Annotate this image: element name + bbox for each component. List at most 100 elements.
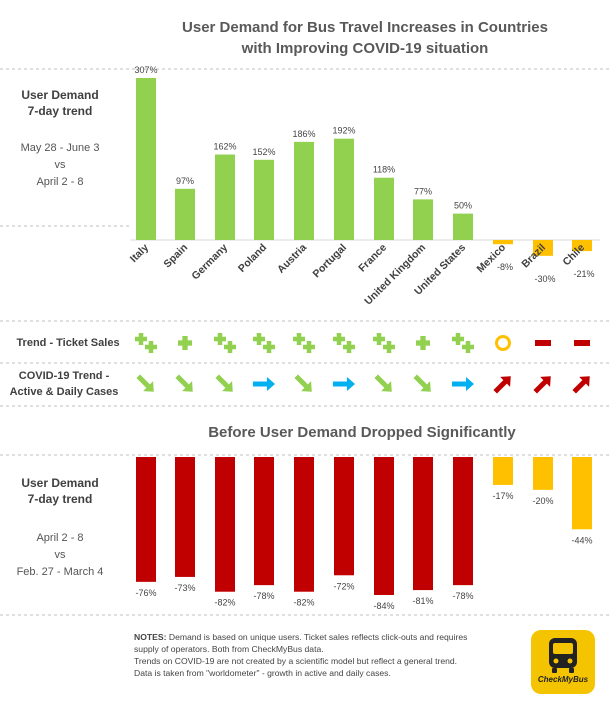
chart2-value-label: -17% bbox=[492, 491, 513, 501]
notes-line4: Data is taken from "worldometer" - growt… bbox=[134, 668, 391, 678]
section1-period-line1: May 28 - June 3 bbox=[21, 142, 100, 154]
ticket-sales-icon-plus bbox=[178, 336, 192, 350]
covid-trend-arrow-down bbox=[175, 374, 193, 392]
chart2-bar-germany bbox=[215, 457, 235, 592]
chart1-bar-portugal bbox=[334, 138, 354, 240]
section1-heading-line2: 7-day trend bbox=[28, 104, 93, 118]
ticket-sales-icon-double-plus bbox=[135, 333, 157, 353]
chart1-category-label: France bbox=[356, 242, 389, 275]
section2-heading-line1: User Demand bbox=[21, 476, 98, 490]
chart2-bar-united-states bbox=[453, 457, 473, 586]
covid-trend-arrow-up bbox=[533, 376, 551, 394]
chart1-bar-united-states bbox=[453, 213, 473, 240]
chart1-bar-italy bbox=[136, 78, 156, 240]
chart-title-line2: with Improving COVID-19 situation bbox=[241, 40, 489, 57]
ticket-sales-label: Trend - Ticket Sales bbox=[16, 337, 119, 349]
chart1-value-label: -21% bbox=[573, 269, 594, 279]
chart2-value-label: -84% bbox=[373, 601, 394, 611]
chart1-value-label: 186% bbox=[292, 129, 315, 139]
covid-trend-arrow-down bbox=[215, 374, 233, 392]
section2-title: Before User Demand Dropped Significantly bbox=[208, 424, 516, 441]
chart2-value-label: -72% bbox=[333, 581, 354, 591]
ticket-sales-icon-double-plus bbox=[373, 333, 395, 353]
notes-line2: supply of operators. Both from CheckMyBu… bbox=[134, 644, 324, 654]
ticket-sales-icon-double-plus bbox=[214, 333, 236, 353]
logo-text: CheckMyBus bbox=[537, 675, 589, 684]
ticket-sales-icon-minus bbox=[574, 340, 590, 346]
section1-period-line2: vs bbox=[55, 159, 67, 171]
chart-title-line1: User Demand for Bus Travel Increases in … bbox=[182, 19, 548, 36]
notes-line1: NOTES: Demand is based on unique users. … bbox=[134, 631, 514, 643]
chart2-value-label: -44% bbox=[571, 535, 592, 545]
chart2-bar-chile bbox=[572, 457, 592, 530]
section2-period-line1: April 2 - 8 bbox=[36, 532, 83, 544]
covid-trend-arrow-down bbox=[413, 374, 431, 392]
chart1-category-label: Austria bbox=[275, 242, 309, 276]
chart1-category-label: Spain bbox=[161, 242, 190, 271]
covid-label-line2: Active & Daily Cases bbox=[10, 386, 119, 398]
chart2-value-label: -82% bbox=[214, 598, 235, 608]
chart1-value-label: 77% bbox=[414, 186, 432, 196]
covid-trend-arrow-flat bbox=[333, 377, 355, 391]
chart1-value-label: 50% bbox=[454, 201, 472, 211]
chart1-bar-germany bbox=[215, 154, 235, 240]
ticket-sales-icon-plus bbox=[416, 336, 430, 350]
chart2-bar-portugal bbox=[334, 457, 354, 576]
ticket-sales-icon-circle bbox=[495, 335, 511, 351]
bus-icon bbox=[549, 638, 577, 673]
section2-period-line2: vs bbox=[55, 549, 67, 561]
covid-label-line1: COVID-19 Trend - bbox=[19, 370, 110, 382]
chart1-value-label: 97% bbox=[176, 176, 194, 186]
chart2-value-label: -81% bbox=[412, 596, 433, 606]
covid-trend-arrow-flat bbox=[253, 377, 275, 391]
chart1-bar-mexico bbox=[493, 240, 513, 245]
notes-block: NOTES: Demand is based on unique users. … bbox=[134, 631, 514, 679]
ticket-sales-icon-double-plus bbox=[253, 333, 275, 353]
chart2-bar-austria bbox=[294, 457, 314, 592]
ticket-sales-icon-double-plus bbox=[452, 333, 474, 353]
ticket-sales-icon-minus bbox=[535, 340, 551, 346]
chart2-bar-spain bbox=[175, 457, 195, 577]
covid-trend-arrow-down bbox=[136, 374, 154, 392]
chart2-bar-mexico bbox=[493, 457, 513, 485]
notes-label: NOTES: bbox=[134, 632, 167, 642]
section1-period-line3: April 2 - 8 bbox=[36, 176, 83, 188]
chart1-value-label: 152% bbox=[252, 147, 275, 157]
chart1-bar-austria bbox=[294, 141, 314, 240]
chart2-value-label: -20% bbox=[532, 496, 553, 506]
section1-heading-line1: User Demand bbox=[21, 88, 98, 102]
chart2-value-label: -76% bbox=[135, 588, 156, 598]
chart1-bar-poland bbox=[254, 159, 274, 240]
chart1-value-label: 192% bbox=[332, 126, 355, 136]
covid-trend-arrow-flat bbox=[452, 377, 474, 391]
chart2-bar-france bbox=[374, 457, 394, 595]
ticket-sales-icon-double-plus bbox=[333, 333, 355, 353]
chart1-bar-france bbox=[374, 177, 394, 240]
chart1-bar-united-kingdom bbox=[413, 199, 433, 240]
chart-marks: 307% Italy 97% Spain 162% Germany 152% Poland 18… bbox=[128, 65, 600, 611]
chart1-category-label: Poland bbox=[236, 242, 269, 275]
chart1-category-label: Italy bbox=[128, 242, 151, 265]
covid-trend-arrow-up bbox=[572, 376, 590, 394]
section2-heading-line2: 7-day trend bbox=[28, 492, 93, 506]
chart2-bar-italy bbox=[136, 457, 156, 582]
checkmybus-logo: CheckMyBus bbox=[531, 630, 595, 694]
chart1-category-label: Germany bbox=[189, 242, 230, 283]
chart2-bar-brazil bbox=[533, 457, 553, 490]
chart2-bar-united-kingdom bbox=[413, 457, 433, 591]
chart1-category-label: Portugal bbox=[311, 242, 350, 281]
chart1-value-label: 162% bbox=[213, 142, 236, 152]
section2-period-line3: Feb. 27 - March 4 bbox=[17, 566, 104, 578]
covid-trend-arrow-down bbox=[374, 374, 392, 392]
chart1-value-label: 118% bbox=[373, 165, 395, 175]
chart1-value-label: 307% bbox=[134, 65, 157, 75]
chart2-value-label: -78% bbox=[452, 591, 473, 601]
notes-line3: Trends on COVID-19 are not created by a … bbox=[134, 656, 458, 666]
notes-text1: Demand is based on unique users. Ticket … bbox=[168, 632, 468, 642]
chart1-value-label: -30% bbox=[534, 274, 555, 284]
chart1-bar-brazil bbox=[533, 240, 553, 256]
covid-trend-arrow-down bbox=[294, 374, 312, 392]
chart2-value-label: -73% bbox=[174, 583, 195, 593]
chart1-bar-spain bbox=[175, 188, 195, 240]
